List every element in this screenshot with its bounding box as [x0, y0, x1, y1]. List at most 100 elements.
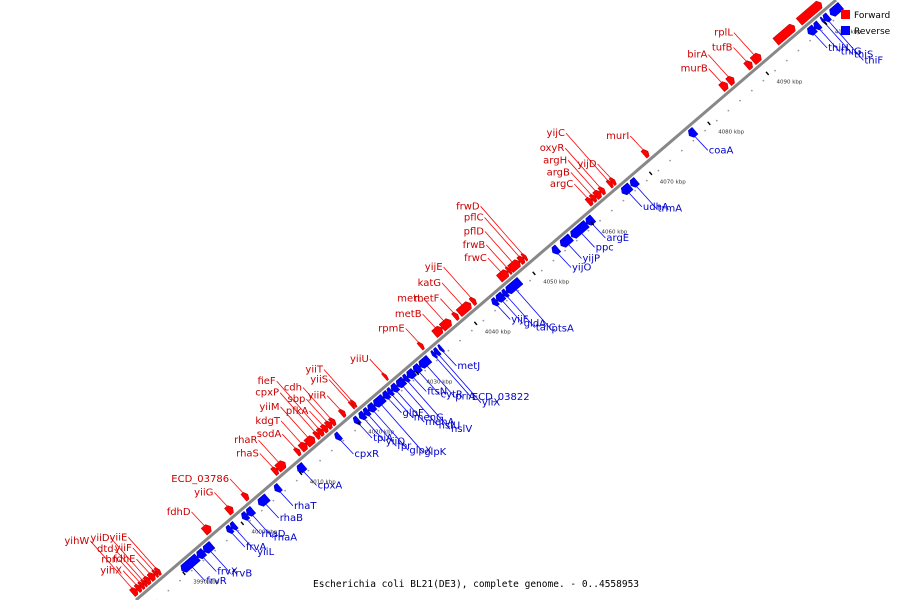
forward-gene-label: yiiE [110, 532, 128, 543]
legend-reverse-label: Reverse [854, 27, 891, 37]
forward-gene-label: katG [418, 278, 441, 289]
label-leader-line [484, 217, 519, 257]
track-dot [319, 459, 321, 462]
forward-gene-label: fdhE [113, 554, 136, 565]
reverse-gene-arrow [395, 376, 408, 389]
forward-gene-arrow [327, 417, 337, 427]
reverse-gene-arrow [620, 182, 634, 196]
label-leader-line [440, 298, 454, 313]
track-dot [435, 359, 438, 362]
label-leader-line [328, 379, 350, 402]
track-dot [750, 89, 753, 92]
forward-gene-label: argC [550, 179, 573, 190]
forward-gene-label: yiiG [194, 488, 213, 499]
label-leader-line [427, 365, 455, 397]
forward-gene-label: pflD [464, 227, 485, 238]
reverse-gene-label: thiG [841, 47, 862, 58]
forward-gene-arrow [381, 372, 389, 382]
kbp-tick [357, 421, 361, 426]
track-dot [762, 79, 765, 82]
track-dot [785, 59, 788, 62]
label-leader-line [369, 415, 397, 447]
kbp-tick [707, 121, 711, 126]
forward-gene-arrow [588, 193, 598, 204]
reverse-gene-label: thiH [828, 43, 849, 54]
forward-gene-arrow [347, 401, 356, 410]
forward-gene-label: sbp [287, 394, 305, 405]
reverse-gene-arrow [807, 24, 818, 36]
forward-gene-arrow [584, 197, 594, 207]
label-leader-line [636, 186, 657, 209]
label-leader-line [229, 478, 244, 493]
track-dot [447, 349, 450, 352]
reverse-gene-arrow [501, 288, 510, 298]
label-leader-line [280, 406, 308, 438]
label-leader-line [708, 68, 722, 83]
forward-gene-arrow [153, 567, 162, 577]
forward-gene-arrow [315, 427, 325, 438]
kbp-tick [648, 171, 653, 176]
label-leader-line [279, 392, 315, 432]
label-leader-line [436, 357, 472, 398]
label-leader-line [381, 404, 424, 453]
kbp-tick [240, 521, 245, 526]
reverse-gene-label: cpxR [354, 449, 379, 460]
track-dot [354, 429, 356, 432]
label-leader-line [828, 21, 864, 61]
label-leader-line [423, 298, 444, 321]
label-leader-line [392, 395, 414, 418]
reverse-gene-arrow [296, 461, 308, 474]
reverse-gene-label: ftsN [427, 387, 447, 398]
reverse-gene-arrow [433, 346, 442, 357]
forward-gene-arrow [297, 441, 308, 453]
forward-gene-arrow [438, 318, 452, 332]
label-leader-line [203, 557, 217, 572]
forward-gene-arrow [142, 576, 152, 586]
track-dot [599, 219, 601, 222]
track-dot [237, 529, 240, 532]
track-dot [377, 409, 380, 412]
label-leader-line [259, 453, 273, 468]
label-leader-line [567, 160, 596, 191]
reverse-gene-label: ECD_03822 [472, 392, 530, 403]
reverse-gene-label: tpiA [373, 433, 393, 444]
legend: Forward Reverse [841, 10, 891, 37]
forward-gene-label: argH [543, 155, 567, 166]
forward-gene-arrow [146, 572, 156, 583]
forward-gene-arrow [640, 149, 650, 159]
label-leader-line [581, 233, 595, 248]
label-leader-line [568, 244, 582, 259]
label-leader-line [247, 519, 261, 535]
label-leader-line [497, 305, 511, 320]
reverse-gene-arrow [829, 1, 845, 17]
forward-gene-label: yiiU [350, 354, 369, 365]
reverse-gene-arrow [406, 367, 418, 380]
label-leader-line [441, 282, 463, 306]
forward-gene-label: metF [414, 294, 440, 305]
reverse-gene-label: yijF [511, 315, 528, 326]
reverse-gene-arrow [629, 176, 640, 188]
label-leader-line [480, 206, 523, 254]
kbp-ticks: 3990 kbp 4000 kbp 4010 kbp 4020 kbp 4030 kbp… [156, 9, 861, 600]
reverse-gene-arrow [367, 401, 378, 413]
label-leader-line [231, 533, 246, 548]
label-leader-line [484, 231, 513, 263]
reverse-gene-arrow [822, 12, 832, 23]
reverse-gene-label: frvX [217, 567, 238, 578]
track-dot [797, 49, 800, 52]
forward-gene-arrow [455, 301, 472, 318]
reverse-gene-arrow [688, 126, 699, 138]
reverse-gene-arrow [386, 386, 395, 397]
label-leader-line [565, 132, 608, 181]
label-leader-line [326, 395, 341, 410]
kbp-tick-label: 4010 kbp [310, 480, 336, 486]
forward-gene-arrow [504, 266, 513, 276]
reverse-gene-label: fpr [397, 441, 412, 452]
track-dot [389, 399, 391, 402]
legend-forward-swatch [841, 10, 850, 19]
label-leader-line [323, 369, 352, 401]
label-leader-line [419, 372, 440, 395]
track-dot [645, 179, 648, 182]
reverse-gene-arrow [241, 510, 251, 521]
